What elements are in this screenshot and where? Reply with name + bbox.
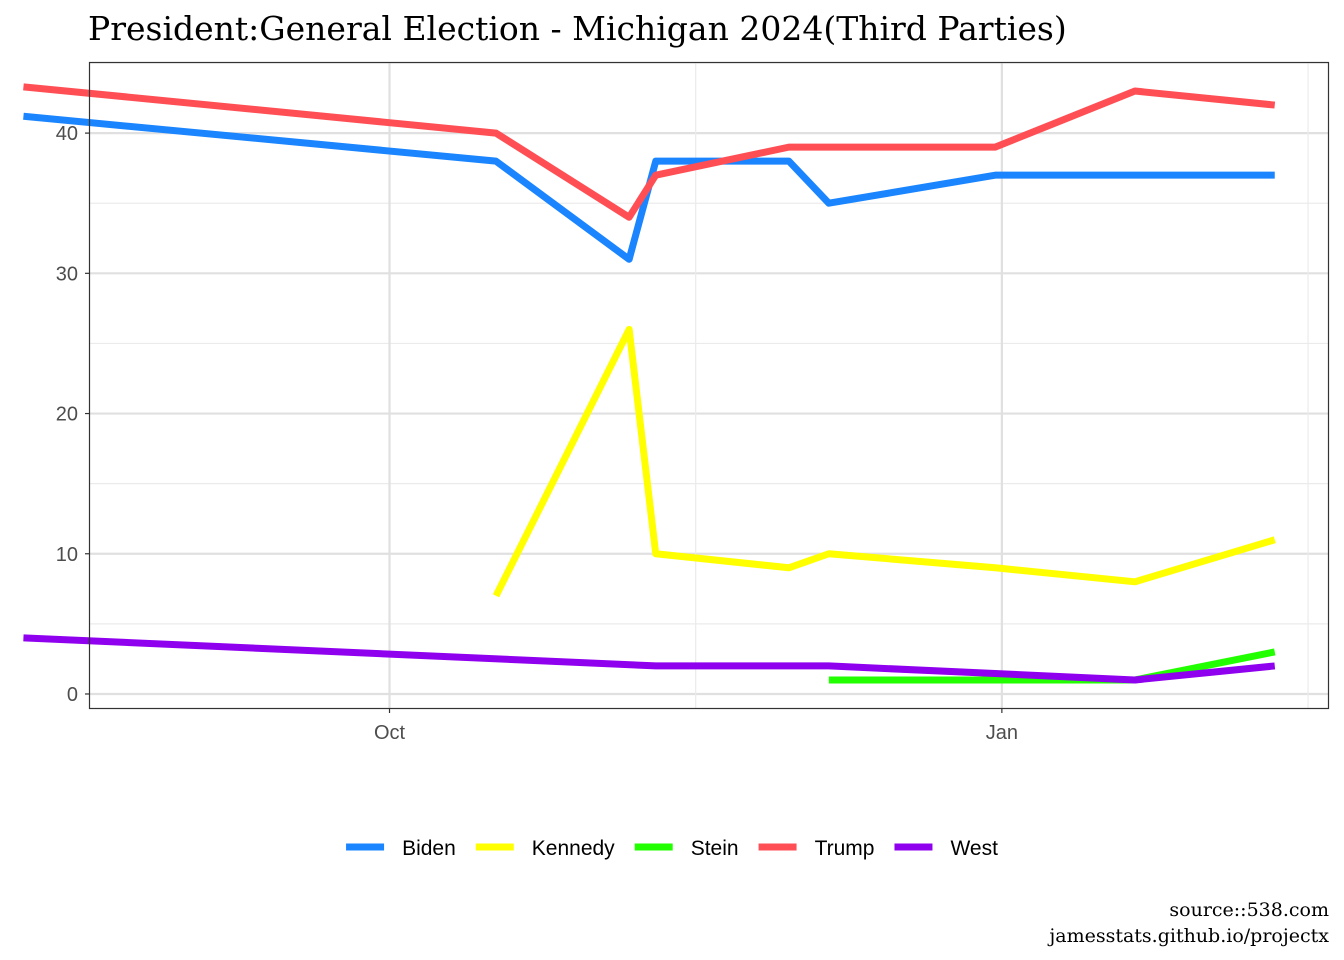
y-tick-label: 20 <box>56 404 78 426</box>
series-lines <box>23 87 1274 680</box>
legend-item-trump: Trump <box>759 837 875 860</box>
legend-label-stein: Stein <box>691 837 739 860</box>
y-tick-label: 30 <box>56 263 78 285</box>
legend-item-west: West <box>894 837 998 860</box>
legend-item-kennedy: Kennedy <box>476 837 615 860</box>
caption-source: source::538.com <box>1169 899 1329 921</box>
legend-label-trump: Trump <box>815 837 875 860</box>
series-line-west <box>23 638 1274 680</box>
legend: Biden Kennedy Stein Trump West <box>346 837 998 860</box>
chart-title: President:General Election - Michigan 20… <box>88 9 1067 48</box>
y-tick-label: 0 <box>67 684 78 706</box>
axes: 0 10 20 30 40 Oct Jan <box>56 123 1018 744</box>
x-tick-label: Oct <box>374 722 406 744</box>
caption-site: jamesstats.github.io/projectx <box>1047 925 1329 947</box>
x-tick-label: Jan <box>986 722 1018 744</box>
legend-label-west: West <box>950 837 998 860</box>
legend-item-stein: Stein <box>635 837 739 860</box>
legend-item-biden: Biden <box>346 837 456 860</box>
legend-label-biden: Biden <box>402 837 456 860</box>
legend-label-kennedy: Kennedy <box>532 837 615 860</box>
y-tick-label: 10 <box>56 544 78 566</box>
y-tick-label: 40 <box>56 123 78 145</box>
series-line-kennedy <box>496 329 1275 595</box>
